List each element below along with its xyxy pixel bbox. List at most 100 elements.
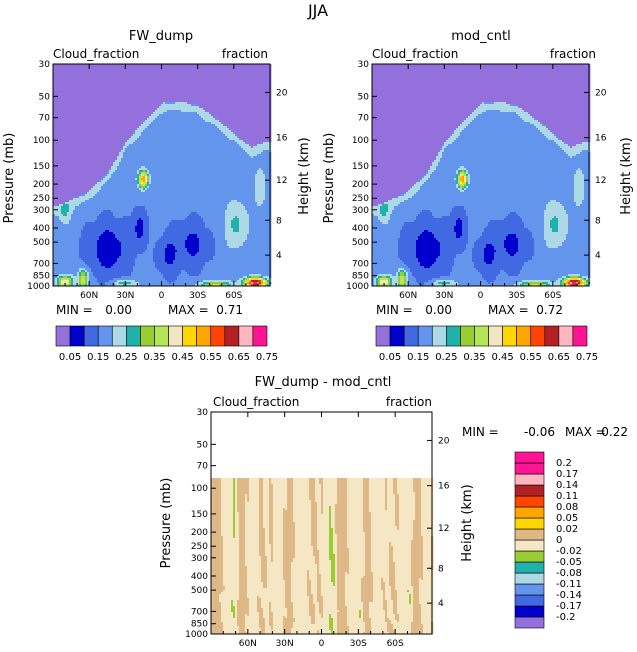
contour-cell <box>386 276 389 279</box>
contour-cell <box>177 276 180 287</box>
contour-cell <box>440 158 443 219</box>
contour-cell <box>504 102 507 113</box>
contour-cell <box>486 104 489 111</box>
contour-cell <box>199 116 202 217</box>
contour-cell <box>578 284 581 287</box>
contour-cell <box>582 280 585 283</box>
contour-cell <box>143 172 146 175</box>
contour-cell <box>578 168 581 207</box>
contour-cell <box>424 230 427 269</box>
colorbar-swatch <box>446 325 461 347</box>
colorbar-swatch <box>514 539 545 552</box>
contour-cell <box>560 140 563 149</box>
contour-cell <box>65 224 68 275</box>
contour-cell <box>225 284 228 287</box>
contour-cell <box>65 280 68 285</box>
contour-cell <box>337 610 340 613</box>
contour-cell <box>257 144 260 155</box>
contour-cell <box>466 118 469 127</box>
contour-cell <box>67 278 70 281</box>
contour-cell <box>259 154 262 169</box>
max-label: MAX = <box>168 303 209 317</box>
contour-cell <box>404 264 407 271</box>
contour-cell <box>267 282 270 285</box>
contour-cell <box>247 280 250 283</box>
contour-cell <box>402 226 405 263</box>
contour-cell <box>458 190 461 207</box>
contour-cell <box>464 168 467 171</box>
contour-cell <box>384 64 387 203</box>
height-tick-label: 16 <box>595 134 607 144</box>
colorbar-label: 0.75 <box>256 352 278 363</box>
contour-cell <box>450 136 453 145</box>
contour-cell <box>462 206 465 253</box>
contour-cell <box>211 478 214 635</box>
contour-cell <box>105 282 108 287</box>
contour-cell <box>554 216 557 233</box>
contour-cell <box>183 112 186 221</box>
contour-cell <box>385 478 388 511</box>
contour-cell <box>253 156 256 275</box>
contour-cell <box>265 142 268 151</box>
colorbar-swatch <box>516 325 532 347</box>
contour-cell <box>556 138 559 145</box>
contour-cell <box>458 218 461 239</box>
contour-cell <box>129 284 132 287</box>
contour-cell <box>538 122 541 131</box>
contour-cell <box>241 278 244 281</box>
contour-cell <box>462 174 465 177</box>
contour-cell <box>490 244 493 265</box>
contour-cell <box>147 176 150 183</box>
contour-cell <box>478 106 481 115</box>
contour-cell <box>404 272 407 277</box>
contour-cell <box>87 266 90 273</box>
contour-cell <box>109 268 112 281</box>
contour-cell <box>71 274 74 279</box>
contour-cell <box>227 246 230 281</box>
contour-cell <box>472 262 475 287</box>
contour-cell <box>103 184 106 211</box>
contour-cell <box>456 184 459 189</box>
contour-cell <box>65 216 68 225</box>
contour-cell <box>524 280 527 283</box>
contour-cell <box>464 190 467 211</box>
contour-cell <box>446 276 449 281</box>
contour-cell <box>534 118 537 121</box>
contour-cell <box>133 208 136 267</box>
contour-cell <box>61 206 64 215</box>
y-tick-label: 700 <box>191 607 208 617</box>
contour-cell <box>380 214 383 223</box>
contour-cell <box>496 220 499 277</box>
contour-cell <box>167 64 170 103</box>
contour-cell <box>460 178 463 181</box>
contour-cell <box>385 510 388 601</box>
contour-cell <box>167 264 170 283</box>
contour-cell <box>470 64 473 115</box>
contour-cell <box>520 284 523 287</box>
contour-cell <box>89 190 92 199</box>
contour-cell <box>448 216 451 277</box>
contour-cell <box>127 216 130 277</box>
contour-cell <box>187 236 190 253</box>
contour-cell <box>233 478 236 539</box>
contour-cell <box>550 282 553 287</box>
contour-cell <box>245 280 248 283</box>
contour-cell <box>283 478 286 509</box>
contour-cell <box>245 142 248 145</box>
contour-cell <box>380 280 383 285</box>
contour-cell <box>423 478 426 635</box>
contour-cell <box>217 120 220 129</box>
contour-cell <box>233 218 236 233</box>
contour-cell <box>219 280 222 283</box>
contour-cell <box>506 112 509 217</box>
contour-cell <box>390 64 393 201</box>
contour-cell <box>241 478 244 635</box>
contour-cell <box>504 112 507 219</box>
panel-fw-dump: FW_dump Cloud_fraction fraction 60N 30N 0 3… <box>2 29 312 363</box>
contour-cell <box>201 218 204 271</box>
contour-cell <box>119 256 122 279</box>
contour-cell <box>384 276 387 279</box>
contour-cell <box>87 222 90 267</box>
contour-cell <box>374 216 377 279</box>
contour-cell <box>265 280 268 285</box>
